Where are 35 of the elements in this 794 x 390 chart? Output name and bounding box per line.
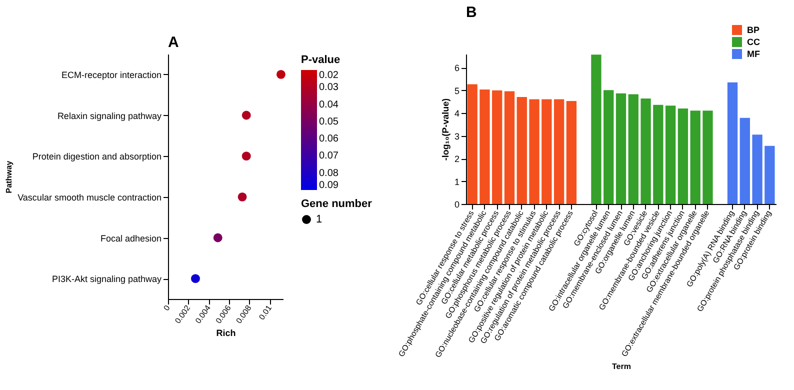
y-tick-label: 2: [454, 154, 460, 164]
y-tick-label: ECM-receptor interaction: [61, 70, 162, 80]
y-tick-label: 5: [454, 86, 460, 96]
color-bar-label: 0.04: [319, 99, 339, 110]
color-bar-label: 0.09: [319, 180, 339, 191]
y-tick-label: Focal adhesion: [100, 233, 162, 244]
y-tick-label: 4: [454, 108, 460, 119]
y-axis-title: -log₁₀(P-value): [440, 98, 450, 161]
x-axis-title: Rich: [216, 328, 236, 338]
color-bar-label: 0.07: [319, 150, 339, 162]
color-bar-label: 0.06: [319, 134, 339, 145]
legend-label: 1: [316, 214, 322, 226]
y-tick-label: 1: [454, 176, 460, 187]
color-bar-title: P-value: [301, 54, 340, 66]
color-bar-label: 0.03: [319, 82, 339, 94]
chart-title: A: [168, 34, 179, 51]
y-tick-label: Vascular smooth muscle contraction: [18, 192, 162, 202]
y-tick-label: Relaxin signaling pathway: [57, 110, 162, 121]
color-bar-label: 0.05: [319, 116, 339, 128]
y-tick-label: PI3K-Akt signaling pathway: [52, 274, 162, 284]
y-axis-title: Pathway: [4, 160, 14, 194]
y-tick-label: 0: [454, 200, 460, 210]
y-tick-label: Protein digestion and absorption: [32, 152, 162, 162]
x-tick-label: 0: [162, 303, 172, 312]
color-bar-label: 0.02: [319, 70, 339, 81]
legend-title: Gene number: [301, 198, 373, 210]
legend-label: MF: [747, 49, 760, 59]
x-axis-title: Term: [612, 362, 631, 372]
y-tick-label: 6: [454, 63, 460, 74]
y-tick-label: 3: [454, 131, 460, 142]
legend-label: BP: [747, 25, 760, 35]
legend-label: CC: [747, 37, 760, 47]
chart-title: B: [466, 4, 477, 21]
color-bar-label: 0.08: [319, 168, 339, 179]
x-tick-label: 0.01: [257, 303, 274, 322]
